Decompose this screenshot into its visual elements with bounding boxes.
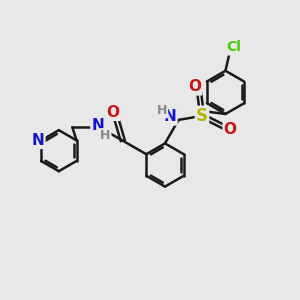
Text: Cl: Cl — [226, 40, 241, 54]
Text: N: N — [32, 133, 44, 148]
Text: N: N — [92, 118, 104, 133]
Text: N: N — [164, 110, 176, 124]
Text: S: S — [196, 107, 208, 125]
Text: O: O — [106, 105, 120, 120]
Text: H: H — [100, 129, 110, 142]
Text: O: O — [224, 122, 237, 137]
Text: H: H — [157, 104, 167, 117]
Text: O: O — [188, 80, 201, 94]
